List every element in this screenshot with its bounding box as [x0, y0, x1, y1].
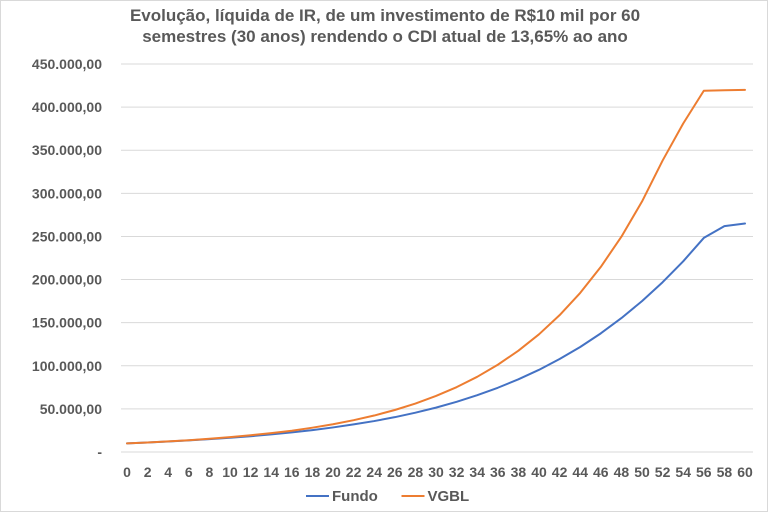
x-tick-label: 10	[222, 464, 238, 480]
y-tick-label: 400.000,00	[32, 99, 102, 115]
x-tick-label: 6	[185, 464, 193, 480]
legend-label-fundo: Fundo	[332, 488, 378, 505]
gridlines	[121, 63, 753, 453]
y-tick-label: 200.000,00	[32, 272, 102, 288]
x-tick-label: 24	[366, 464, 382, 480]
x-axis-tick-labels: 0 2 4 6 8 10 12 14 16 18 20 22 24 26 28 30 32 34 36 38 40 42 4…	[123, 464, 753, 480]
y-tick-label: 150.000,00	[32, 315, 102, 331]
x-tick-label: 2	[144, 464, 152, 480]
x-tick-label: 46	[593, 464, 609, 480]
legend: Fundo VGBL	[306, 488, 469, 505]
y-tick-label: -	[97, 444, 102, 460]
y-tick-label: 450.000,00	[32, 56, 102, 72]
x-tick-label: 14	[263, 464, 279, 480]
chart-title-line-1: Evolução, líquida de IR, de um investime…	[129, 6, 641, 25]
x-tick-label: 38	[511, 464, 527, 480]
x-tick-label: 30	[428, 464, 444, 480]
y-axis-tick-labels: - 50.000,00 100.000,00 150.000,00 200.000,00…	[32, 56, 102, 460]
y-tick-label: 250.000,00	[32, 228, 102, 244]
x-tick-label: 36	[490, 464, 506, 480]
x-tick-label: 26	[387, 464, 403, 480]
y-tick-label: 300.000,00	[32, 185, 102, 201]
x-tick-label: 20	[325, 464, 341, 480]
x-tick-label: 54	[675, 464, 691, 480]
y-tick-label: 50.000,00	[40, 401, 102, 417]
x-tick-label: 28	[408, 464, 424, 480]
y-tick-label: 350.000,00	[32, 142, 102, 158]
x-tick-label: 40	[531, 464, 547, 480]
x-tick-label: 0	[123, 464, 131, 480]
x-tick-label: 32	[449, 464, 465, 480]
series-line-fundo	[126, 222, 746, 445]
x-tick-label: 16	[284, 464, 300, 480]
legend-label-vgbl: VGBL	[428, 488, 470, 505]
chart-title-line-2: semestres (30 anos) rendendo o CDI atual…	[142, 27, 628, 46]
x-tick-label: 50	[634, 464, 650, 480]
x-tick-label: 34	[469, 464, 485, 480]
x-tick-label: 22	[346, 464, 362, 480]
x-tick-label: 48	[614, 464, 630, 480]
x-tick-label: 52	[655, 464, 671, 480]
x-tick-label: 18	[305, 464, 321, 480]
x-tick-label: 44	[572, 464, 588, 480]
y-tick-label: 100.000,00	[32, 358, 102, 374]
x-tick-label: 4	[164, 464, 172, 480]
x-tick-label: 56	[696, 464, 712, 480]
x-tick-label: 12	[243, 464, 259, 480]
series-line-vgbl	[126, 88, 746, 445]
x-tick-label: 58	[717, 464, 733, 480]
chart-title: Evolução, líquida de IR, de um investime…	[1, 5, 768, 47]
x-tick-label: 42	[552, 464, 568, 480]
series-lines	[126, 88, 746, 445]
x-tick-label: 60	[737, 464, 753, 480]
x-tick-label: 8	[206, 464, 214, 480]
